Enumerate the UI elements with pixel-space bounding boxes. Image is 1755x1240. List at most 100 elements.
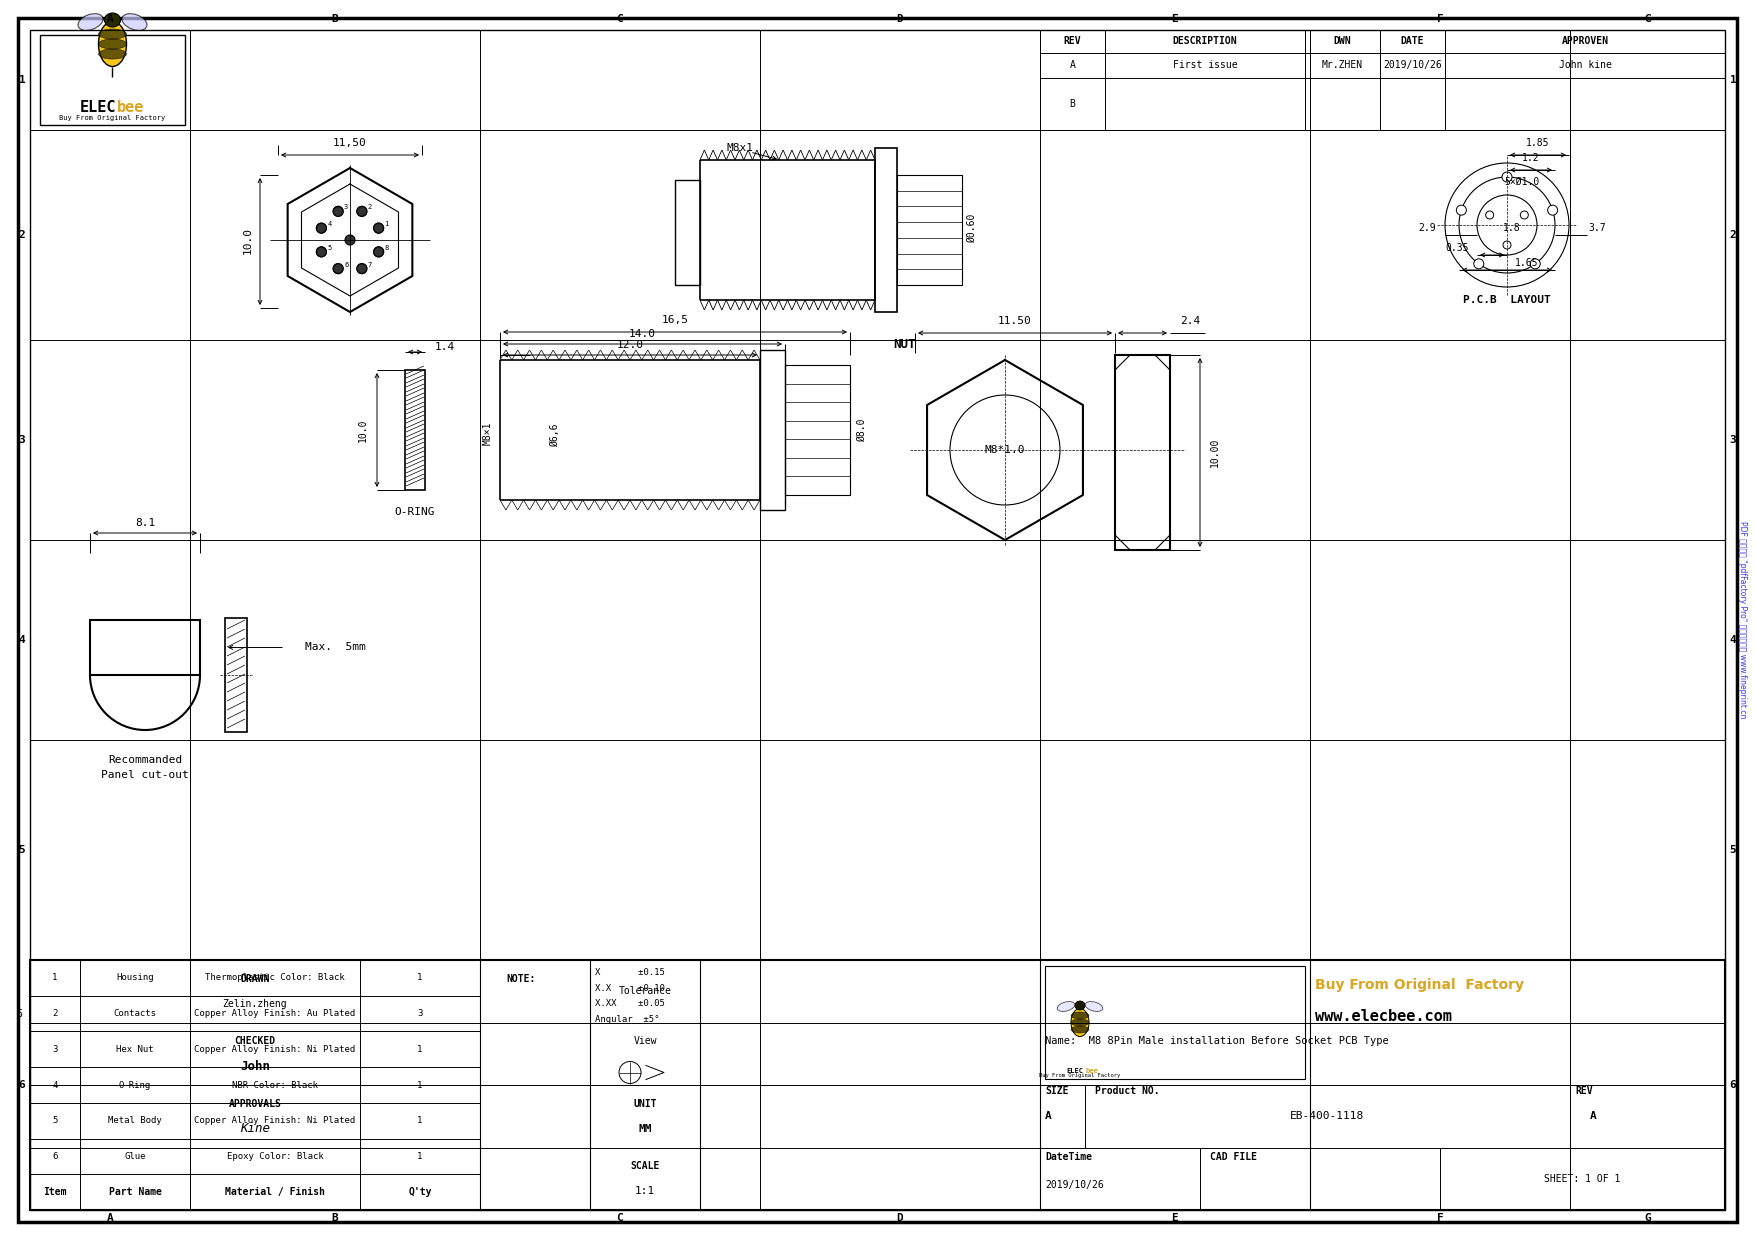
- Circle shape: [374, 247, 384, 257]
- Ellipse shape: [1071, 1008, 1090, 1037]
- Text: C: C: [616, 14, 623, 24]
- Text: 4: 4: [1730, 635, 1736, 645]
- Text: 5: 5: [326, 244, 332, 250]
- Bar: [897, 175, 962, 285]
- Text: 8: 8: [384, 244, 390, 250]
- Text: Buy From Original  Factory: Buy From Original Factory: [1314, 978, 1523, 992]
- Text: E: E: [1172, 1213, 1178, 1223]
- Text: CHECKED: CHECKED: [235, 1037, 276, 1047]
- Text: 14.0: 14.0: [628, 329, 656, 339]
- Circle shape: [356, 264, 367, 274]
- Text: Tolerance: Tolerance: [618, 986, 672, 996]
- Text: Material / Finish: Material / Finish: [225, 1187, 325, 1197]
- Text: B: B: [332, 14, 339, 24]
- Text: John kine: John kine: [1558, 60, 1611, 69]
- Text: 4: 4: [53, 1080, 58, 1090]
- Text: Glue: Glue: [125, 1152, 146, 1161]
- Bar: [1114, 355, 1171, 551]
- Text: 8.1: 8.1: [135, 518, 154, 528]
- Text: Name:  M8 8Pin Male installation Before Socket PCB Type: Name: M8 8Pin Male installation Before S…: [1044, 1037, 1388, 1047]
- Text: DateTime: DateTime: [1044, 1152, 1092, 1162]
- Text: X       ±0.15: X ±0.15: [595, 968, 665, 977]
- Text: A: A: [1590, 1111, 1597, 1121]
- Ellipse shape: [98, 21, 126, 67]
- Text: 10.00: 10.00: [1209, 438, 1220, 467]
- Text: 1: 1: [418, 1045, 423, 1054]
- Text: Copper Alloy Finish: Au Plated: Copper Alloy Finish: Au Plated: [195, 1009, 356, 1018]
- Text: Ø0.60: Ø0.60: [967, 213, 978, 243]
- Text: DESCRIPTION: DESCRIPTION: [1172, 36, 1237, 46]
- Text: 11.50: 11.50: [999, 316, 1032, 326]
- Bar: [405, 370, 425, 490]
- Circle shape: [333, 264, 344, 274]
- Text: M8*1.0: M8*1.0: [985, 445, 1025, 455]
- Text: NUT: NUT: [893, 339, 916, 351]
- Text: 1: 1: [418, 973, 423, 982]
- Circle shape: [333, 264, 342, 273]
- Text: 2.4: 2.4: [1179, 316, 1200, 326]
- Text: ELEC: ELEC: [1067, 1068, 1083, 1074]
- Text: DWN: DWN: [1334, 36, 1351, 46]
- Circle shape: [316, 223, 326, 233]
- Text: 6: 6: [1730, 1080, 1736, 1090]
- Text: 0.35: 0.35: [1446, 243, 1469, 253]
- Text: O-Ring: O-Ring: [119, 1080, 151, 1090]
- Text: Panel cut-out: Panel cut-out: [102, 770, 190, 780]
- Circle shape: [1548, 205, 1558, 216]
- Text: MM: MM: [639, 1123, 651, 1133]
- Text: Copper Alloy Finish: Ni Plated: Copper Alloy Finish: Ni Plated: [195, 1045, 356, 1054]
- Text: 1:1: 1:1: [635, 1187, 655, 1197]
- Circle shape: [1474, 259, 1483, 269]
- Text: bee: bee: [1086, 1068, 1099, 1074]
- Bar: [90, 620, 200, 675]
- Text: View: View: [634, 1037, 656, 1047]
- Text: 6: 6: [53, 1152, 58, 1161]
- Text: Angular  ±5°: Angular ±5°: [595, 1014, 660, 1024]
- Text: Q'ty: Q'ty: [409, 1187, 432, 1197]
- Text: SCALE: SCALE: [630, 1161, 660, 1172]
- Text: Hex Nut: Hex Nut: [116, 1045, 154, 1054]
- Circle shape: [318, 247, 326, 257]
- Text: 16,5: 16,5: [662, 315, 688, 325]
- Circle shape: [1486, 211, 1494, 219]
- Ellipse shape: [1085, 1002, 1102, 1012]
- Text: 1: 1: [1730, 74, 1736, 86]
- Text: 6: 6: [16, 1008, 23, 1018]
- Text: E: E: [1172, 14, 1178, 24]
- Circle shape: [316, 247, 326, 257]
- Ellipse shape: [1071, 1025, 1090, 1033]
- Circle shape: [374, 223, 384, 233]
- Text: NBR Color: Black: NBR Color: Black: [232, 1080, 318, 1090]
- Text: Product NO.: Product NO.: [1095, 1086, 1160, 1096]
- Text: C: C: [616, 1213, 623, 1223]
- Circle shape: [374, 223, 384, 233]
- Text: Copper Alloy Finish: Ni Plated: Copper Alloy Finish: Ni Plated: [195, 1116, 356, 1125]
- Ellipse shape: [1057, 1002, 1074, 1012]
- Text: 10.0: 10.0: [242, 227, 253, 253]
- Text: 6: 6: [344, 262, 347, 268]
- Bar: [676, 180, 700, 285]
- Text: DRAWN: DRAWN: [240, 973, 270, 983]
- Text: A: A: [107, 14, 114, 24]
- Circle shape: [333, 206, 344, 216]
- Text: Ø8.0: Ø8.0: [856, 418, 867, 441]
- Text: 2.9: 2.9: [1418, 223, 1436, 233]
- Ellipse shape: [98, 38, 126, 50]
- Text: X.XX    ±0.05: X.XX ±0.05: [595, 999, 665, 1008]
- Text: F: F: [1437, 1213, 1443, 1223]
- Text: REV: REV: [1064, 36, 1081, 46]
- Text: M8x1: M8x1: [727, 143, 753, 153]
- Text: SIZE: SIZE: [1044, 1086, 1069, 1096]
- Text: 7: 7: [369, 262, 372, 268]
- Text: G: G: [1644, 14, 1651, 24]
- Text: 1: 1: [418, 1152, 423, 1161]
- Text: 3: 3: [1730, 435, 1736, 445]
- Text: EB-400-1118: EB-400-1118: [1290, 1111, 1365, 1121]
- Text: Item: Item: [44, 1187, 67, 1197]
- Text: O-RING: O-RING: [395, 507, 435, 517]
- Text: 2: 2: [19, 229, 25, 241]
- Text: 1.2: 1.2: [1522, 153, 1539, 162]
- Text: A: A: [1069, 60, 1076, 69]
- Text: A: A: [107, 1213, 114, 1223]
- Text: D: D: [897, 14, 904, 24]
